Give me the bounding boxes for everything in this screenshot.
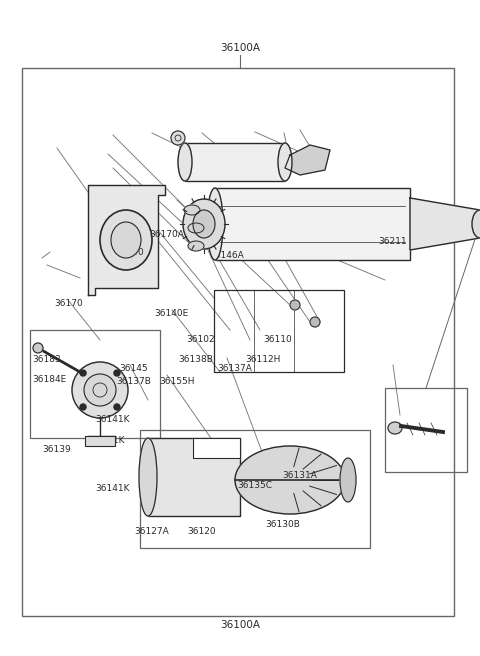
Text: 36127A: 36127A — [134, 527, 168, 536]
Circle shape — [114, 370, 120, 376]
Bar — [385, 388, 467, 472]
Text: 36155H: 36155H — [159, 377, 194, 386]
Ellipse shape — [184, 205, 200, 215]
Circle shape — [171, 131, 185, 145]
Text: 36141K: 36141K — [96, 484, 130, 493]
Ellipse shape — [111, 222, 141, 258]
Text: 36146A: 36146A — [209, 251, 244, 260]
Circle shape — [84, 374, 116, 406]
Ellipse shape — [178, 143, 192, 181]
Text: 36138B: 36138B — [179, 355, 213, 364]
Ellipse shape — [388, 422, 402, 434]
Ellipse shape — [188, 241, 204, 251]
Ellipse shape — [472, 210, 480, 238]
Circle shape — [290, 300, 300, 310]
Text: 36184E: 36184E — [32, 375, 66, 384]
Text: 36141K: 36141K — [96, 415, 130, 424]
Text: 36100A: 36100A — [220, 43, 260, 53]
Text: 36137B: 36137B — [116, 377, 151, 386]
Text: 36139: 36139 — [42, 445, 71, 454]
Circle shape — [80, 404, 86, 410]
Text: 36170A: 36170A — [150, 230, 184, 239]
Bar — [30, 330, 160, 438]
Text: 36112H: 36112H — [245, 355, 281, 364]
Ellipse shape — [100, 210, 152, 270]
Text: 36141K: 36141K — [91, 436, 125, 445]
Ellipse shape — [193, 210, 215, 238]
Ellipse shape — [188, 223, 204, 233]
Circle shape — [72, 362, 128, 418]
Text: 36131A: 36131A — [283, 471, 317, 480]
Bar — [140, 430, 370, 548]
Bar — [22, 68, 454, 616]
Circle shape — [114, 404, 120, 410]
Polygon shape — [410, 198, 480, 250]
Bar — [214, 290, 344, 372]
Polygon shape — [285, 145, 330, 175]
Circle shape — [33, 343, 43, 353]
Bar — [148, 438, 240, 516]
Text: 36150: 36150 — [115, 248, 144, 257]
Text: 36102: 36102 — [186, 335, 215, 344]
Text: 36135C: 36135C — [237, 481, 272, 490]
Text: 36137A: 36137A — [217, 364, 252, 373]
Ellipse shape — [139, 438, 157, 516]
Bar — [85, 436, 115, 446]
Polygon shape — [193, 438, 240, 458]
Text: 36211: 36211 — [378, 237, 407, 246]
Circle shape — [80, 370, 86, 376]
Bar — [185, 143, 285, 181]
Text: 36140E: 36140E — [155, 309, 189, 318]
Text: 36170: 36170 — [54, 298, 83, 308]
Ellipse shape — [340, 458, 356, 502]
Ellipse shape — [235, 446, 345, 514]
Text: 36183: 36183 — [33, 355, 61, 364]
Bar — [215, 188, 410, 260]
Ellipse shape — [278, 143, 292, 181]
Text: 36110: 36110 — [263, 335, 292, 344]
Text: 36145: 36145 — [119, 364, 148, 373]
Circle shape — [310, 317, 320, 327]
Polygon shape — [88, 185, 165, 295]
Ellipse shape — [207, 188, 223, 260]
Text: 36100A: 36100A — [220, 619, 260, 630]
Text: 36130B: 36130B — [266, 520, 300, 529]
Text: 36120: 36120 — [187, 527, 216, 536]
Ellipse shape — [183, 199, 225, 249]
